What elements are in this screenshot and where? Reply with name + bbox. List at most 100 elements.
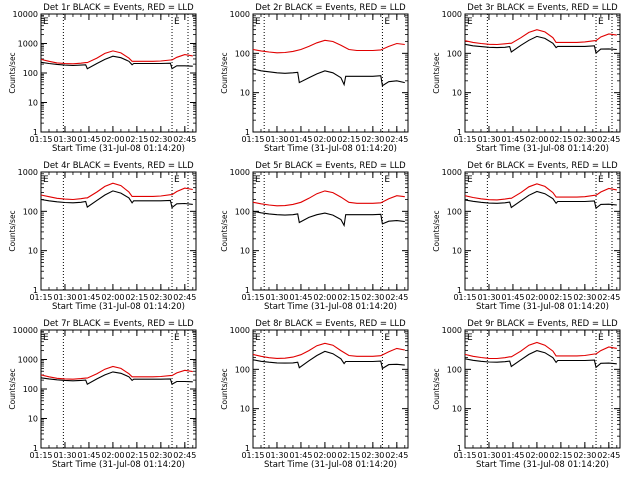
panel-5-y-label: Counts/sec [220,210,229,251]
panel-9-x-tick-label: 01:30 [477,451,500,460]
panel-3-x-tick-label: 02:45 [597,135,620,144]
panel-3-y-tick-label: 10 [452,89,462,98]
panel-5-x-tick-label: 02:30 [361,293,384,302]
panel-2-lld-line [252,39,405,54]
panel-8-title: Det 8r BLACK = Events, RED = LLD [255,319,406,329]
panel-7-y-tick-label: 10000 [13,326,38,335]
panel-9-y-tick-label: 10 [452,405,462,414]
panel-1-marker-right: E [174,17,180,27]
panel-3-x-tick-label: 01:45 [501,135,524,144]
panel-8-y-label: Counts/sec [220,368,229,409]
panel-9-x-tick-label: 02:15 [549,451,572,460]
panel-9-y-tick-label: 1 [457,444,462,453]
panel-3-x-tick-label: 02:15 [549,135,572,144]
panel-8-lld-line [252,342,405,359]
panel-2-x-tick-label: 01:30 [265,135,288,144]
panel-2-x-tick-label: 01:15 [241,135,264,144]
panel-3-y-tick-label: 100 [447,49,462,58]
panel-4-title: Det 4r BLACK = Events, RED = LLD [43,161,194,171]
panel-8-events-line [252,350,405,370]
panel-8-x-tick-label: 02:00 [313,451,336,460]
panel-8-y-tick-label: 100 [235,365,250,374]
panel-5-events-line [252,210,405,228]
panel-1-marker-left: E [43,17,49,27]
panel-2-x-tick-label: 02:00 [313,135,336,144]
panel-6-x-tick-label: 02:30 [573,293,596,302]
panel-5-x-tick-label: 01:15 [241,293,264,302]
panel-6-frame [464,171,621,291]
panel-9-frame [464,329,621,449]
panel-3-x-tick-label: 02:00 [525,135,548,144]
panel-5-frame [252,171,409,291]
panel-6-y-label: Counts/sec [432,210,441,251]
panel-1-x-tick-label: 01:30 [53,135,76,144]
panel-5-x-tick-label: 01:30 [265,293,288,302]
panel-5-x-tick-label: 02:15 [337,293,360,302]
panel-2-y-tick-label: 100 [235,49,250,58]
panel-7-x-tick-label: 01:15 [29,451,52,460]
panel-1-y-label: Counts/sec [8,52,17,93]
panel-4-x-tick-label: 01:15 [29,293,52,302]
panel-3-frame [464,13,621,133]
panel-7-events-line [40,371,193,386]
panel-9-x-label: Start Time (31-Jul-08 01:14:20) [476,460,609,470]
panel-2-x-tick-label: 02:15 [337,135,360,144]
panel-5-y-tick-label: 10 [240,247,250,256]
panel-9-lld-line [464,341,617,360]
panel-7-x-tick-label: 02:45 [173,451,196,460]
panel-9-x-tick-label: 02:00 [525,451,548,460]
panel-4-marker-left: E [43,175,49,185]
panel-4-x-tick-label: 01:30 [53,293,76,302]
panel-2-x-label: Start Time (31-Jul-08 01:14:20) [264,144,397,154]
panel-2-events-line [252,68,405,87]
panel-8-x-tick-label: 01:15 [241,451,264,460]
panel-4-y-label: Counts/sec [8,210,17,251]
panel-5-y-tick-label: 1000 [230,168,250,177]
panel-7-y-tick-label: 1 [33,444,38,453]
panel-7-y-tick-label: 1000 [18,356,38,365]
panel-8-x-tick-label: 02:45 [385,451,408,460]
panel-4-frame [40,171,197,291]
panel-5-y-tick-label: 1 [245,286,250,295]
panel-5-x-tick-label: 02:00 [313,293,336,302]
panel-4-x-label: Start Time (31-Jul-08 01:14:20) [52,302,185,312]
panel-8-x-label: Start Time (31-Jul-08 01:14:20) [264,460,397,470]
panel-3-marker-right: E [598,17,604,27]
panel-7-x-tick-label: 02:15 [125,451,148,460]
panel-1-y-tick-label: 1 [33,128,38,137]
panel-9-y-label: Counts/sec [432,368,441,409]
panel-7-y-tick-label: 100 [23,385,38,394]
panel-1-events-line [40,55,193,70]
panel-4-y-tick-label: 100 [23,207,38,216]
panel-3-lld-line [464,29,617,46]
panel-4-y-tick-label: 1000 [18,168,38,177]
panel-7-y-tick-label: 10 [28,415,38,424]
panel-7-x-tick-label: 01:30 [53,451,76,460]
panel-4-x-tick-label: 02:30 [149,293,172,302]
panel-3-x-tick-label: 02:30 [573,135,596,144]
panel-4-marker-right: E [174,175,180,185]
panel-3-x-tick-label: 01:15 [453,135,476,144]
panel-4-lld-line [40,182,193,201]
panel-3-y-tick-label: 1000 [442,10,462,19]
panel-7-marker-left: E [43,333,49,343]
panel-5-marker-right: E [384,175,390,185]
panel-5-x-tick-label: 01:45 [289,293,312,302]
panel-6-x-tick-label: 01:15 [453,293,476,302]
panel-2-y-tick-label: 1000 [230,10,250,19]
panel-3-marker-left: E [467,17,473,27]
panel-7-x-tick-label: 01:45 [77,451,100,460]
panel-6-x-label: Start Time (31-Jul-08 01:14:20) [476,302,609,312]
panel-2-marker-right: E [384,17,390,27]
panel-6-x-tick-label: 02:45 [597,293,620,302]
panel-8-y-tick-label: 1000 [230,326,250,335]
panel-8-frame [252,329,409,449]
panel-5-lld-line [252,190,405,207]
panel-4-y-tick-label: 10 [28,247,38,256]
panel-1-x-tick-label: 02:15 [125,135,148,144]
panel-8-x-tick-label: 02:30 [361,451,384,460]
panel-2-x-tick-label: 01:45 [289,135,312,144]
panel-8-x-tick-label: 02:15 [337,451,360,460]
panel-8-marker-right: E [384,333,390,343]
